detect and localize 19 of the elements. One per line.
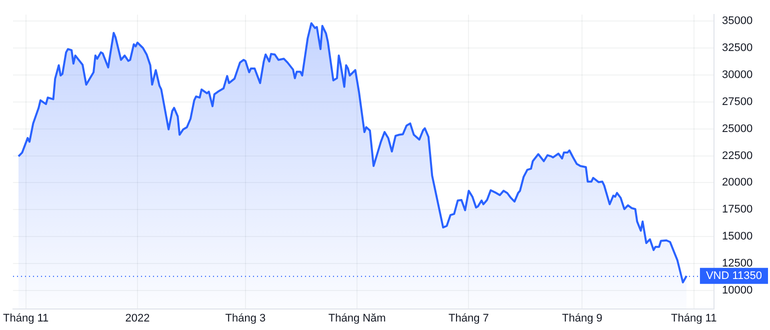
y-tick-label: 12500 [722, 258, 753, 270]
y-tick-label: 27500 [722, 96, 753, 108]
ref-line-label: VND 11350 [706, 270, 762, 282]
x-tick-label: Tháng 11 [2, 312, 49, 324]
y-tick-label: 22500 [722, 150, 753, 162]
y-tick-label: 30000 [722, 68, 753, 81]
x-tick-label: Tháng 11 [671, 312, 717, 324]
x-tick-label: Tháng 3 [225, 312, 266, 324]
y-tick-label: 35000 [722, 15, 753, 28]
y-tick-label: 17500 [722, 204, 753, 216]
y-tick-label: 32500 [722, 42, 753, 54]
y-tick-label: 15000 [722, 230, 753, 243]
y-tick-label: 10000 [722, 284, 753, 297]
x-tick-label: 2022 [125, 312, 150, 324]
x-tick-label: Tháng 7 [448, 312, 489, 324]
x-tick-label: Tháng Năm [328, 312, 386, 324]
y-tick-label: 20000 [722, 176, 753, 189]
x-tick-label: Tháng 9 [562, 312, 602, 324]
y-tick-label: 25000 [722, 122, 753, 135]
